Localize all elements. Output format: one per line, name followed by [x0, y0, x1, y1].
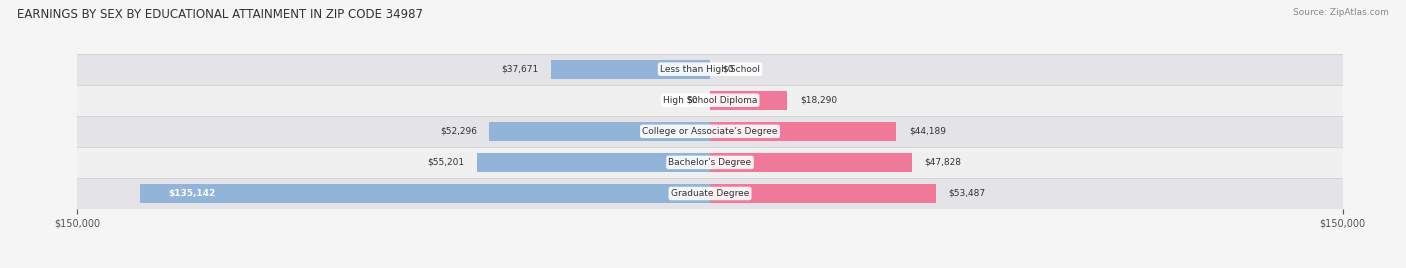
Bar: [710, 122, 897, 141]
Bar: [551, 59, 710, 79]
Bar: [710, 153, 911, 172]
Text: $47,828: $47,828: [924, 158, 962, 167]
Text: $0: $0: [686, 96, 697, 105]
Text: $37,671: $37,671: [501, 65, 538, 74]
Bar: [477, 153, 710, 172]
Bar: [141, 184, 710, 203]
Bar: [710, 184, 935, 203]
Text: Bachelor’s Degree: Bachelor’s Degree: [668, 158, 752, 167]
Text: Graduate Degree: Graduate Degree: [671, 189, 749, 198]
Text: College or Associate’s Degree: College or Associate’s Degree: [643, 127, 778, 136]
Text: $135,142: $135,142: [169, 189, 215, 198]
Text: $44,189: $44,189: [910, 127, 946, 136]
Text: High School Diploma: High School Diploma: [662, 96, 758, 105]
Bar: [77, 147, 1343, 178]
Text: $18,290: $18,290: [800, 96, 837, 105]
Bar: [77, 116, 1343, 147]
Bar: [77, 178, 1343, 209]
Text: Source: ZipAtlas.com: Source: ZipAtlas.com: [1294, 8, 1389, 17]
Bar: [77, 54, 1343, 85]
Bar: [489, 122, 710, 141]
Legend: Male, Female: Male, Female: [658, 267, 762, 268]
Text: $55,201: $55,201: [427, 158, 464, 167]
Text: $53,487: $53,487: [948, 189, 986, 198]
Bar: [710, 91, 787, 110]
Text: EARNINGS BY SEX BY EDUCATIONAL ATTAINMENT IN ZIP CODE 34987: EARNINGS BY SEX BY EDUCATIONAL ATTAINMEN…: [17, 8, 423, 21]
Bar: [77, 85, 1343, 116]
Text: Less than High School: Less than High School: [659, 65, 761, 74]
Text: $0: $0: [723, 65, 734, 74]
Text: $52,296: $52,296: [440, 127, 477, 136]
